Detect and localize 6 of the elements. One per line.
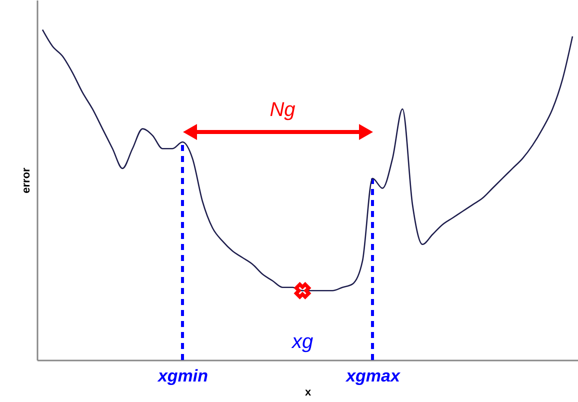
- annotation: xg: [290, 331, 314, 353]
- x-tick-label: xgmax: [345, 366, 402, 386]
- x-axis-title: x: [304, 386, 312, 398]
- y-axis-title: error: [20, 166, 32, 194]
- annotation: Ng: [270, 99, 296, 122]
- x-tick-label: xgmin: [156, 366, 208, 386]
